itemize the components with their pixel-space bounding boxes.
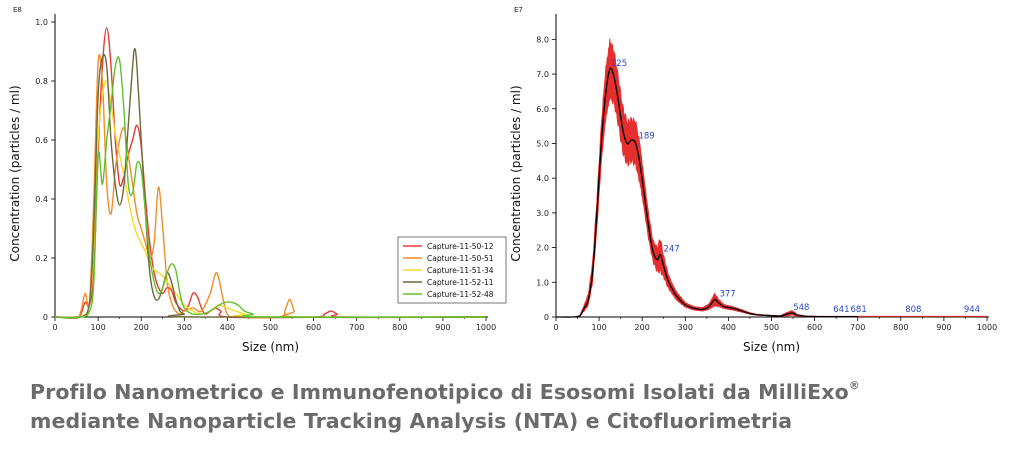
y-tick-label: 3.0	[536, 209, 549, 218]
y-tick-label: 6.0	[536, 105, 549, 114]
y-tick-label: 1.0	[536, 278, 549, 287]
peak-label: 548	[793, 303, 809, 313]
y-tick-label: 7.0	[536, 70, 549, 79]
y-axis-title: Concentration (particles / ml)	[8, 85, 22, 261]
x-tick-label: 1000	[977, 323, 997, 332]
peak-label: 125	[611, 59, 627, 69]
legend-label: Capture-11-52-11	[427, 278, 494, 287]
x-tick-label: 600	[807, 323, 822, 332]
chart-left-nta-captures: 0 100 200 300 400 500 600 700 800 900 1000 0 0.2 0.4 0…	[8, 6, 507, 354]
legend-label: Capture-11-50-51	[427, 254, 494, 263]
y-tick-label: 0.8	[35, 77, 48, 86]
error-band	[573, 38, 858, 318]
peak-label: 247	[663, 245, 679, 255]
x-tick-label: 200	[635, 323, 650, 332]
x-tick-label: 300	[678, 323, 693, 332]
y-tick-label: 8.0	[536, 35, 549, 44]
x-tick-label: 300	[177, 323, 192, 332]
y-tick-label: 0.6	[35, 136, 48, 145]
y-exponent-label: E8	[13, 6, 22, 14]
mean-line	[555, 67, 858, 318]
x-tick-label: 500	[263, 323, 278, 332]
x-axis-title: Size (nm)	[242, 340, 299, 354]
x-axis-title: Size (nm)	[743, 340, 800, 354]
y-axis-title: Concentration (particles / ml)	[509, 85, 523, 261]
x-tick-label: 800	[392, 323, 407, 332]
x-tick-label: 0	[52, 323, 57, 332]
x-tick-label: 700	[349, 323, 364, 332]
x-tick-label: 200	[134, 323, 149, 332]
x-tick-label: 900	[435, 323, 450, 332]
x-tick-label: 1000	[476, 323, 496, 332]
x-tick-label: 500	[764, 323, 779, 332]
legend-label: Capture-11-50-12	[427, 242, 494, 251]
chart-right-nta-mean: 0 100 200 300 400 500 600 700 800 900 1000 0 1.0 2.0 3…	[509, 6, 997, 354]
caption-line-2: mediante Nanoparticle Tracking Analysis …	[30, 408, 793, 433]
x-tick-label: 800	[893, 323, 908, 332]
y-tick-label: 1.0	[35, 18, 48, 27]
y-tick-label: 4.0	[536, 174, 549, 183]
registered-mark: ®	[848, 379, 860, 392]
series-line	[54, 56, 487, 319]
y-exponent-label: E7	[514, 6, 523, 14]
x-tick-label: 100	[591, 323, 606, 332]
legend-label: Capture-11-52-48	[427, 290, 494, 299]
peak-label: 681	[851, 305, 867, 315]
caption-line-1: Profilo Nanometrico e Immunofenotipico d…	[30, 379, 849, 404]
peak-label: 641	[833, 305, 849, 315]
x-tick-label: 400	[220, 323, 235, 332]
x-tick-label: 900	[936, 323, 951, 332]
x-tick-label: 400	[721, 323, 736, 332]
peak-label: 189	[638, 132, 654, 142]
peak-label: 808	[905, 305, 921, 315]
peak-label: 944	[964, 305, 980, 315]
series-line	[54, 47, 487, 319]
y-tick-label: 0.4	[35, 195, 48, 204]
charts-figure: 0 100 200 300 400 500 600 700 800 900 100000.20.40…	[8, 6, 997, 354]
y-tick-label: 0	[43, 313, 48, 322]
figure-caption: Profilo Nanometrico e Immunofenotipico d…	[30, 373, 1010, 436]
y-tick-label: 0	[544, 313, 549, 322]
x-tick-label: 100	[90, 323, 105, 332]
y-tick-label: 5.0	[536, 139, 549, 148]
y-tick-label: 2.0	[536, 244, 549, 253]
peak-label: 377	[719, 290, 735, 300]
x-tick-label: 700	[850, 323, 865, 332]
legend-label: Capture-11-51-34	[427, 266, 494, 275]
x-tick-label: 600	[306, 323, 321, 332]
x-tick-label: 0	[553, 323, 558, 332]
y-tick-label: 0.2	[35, 254, 48, 263]
